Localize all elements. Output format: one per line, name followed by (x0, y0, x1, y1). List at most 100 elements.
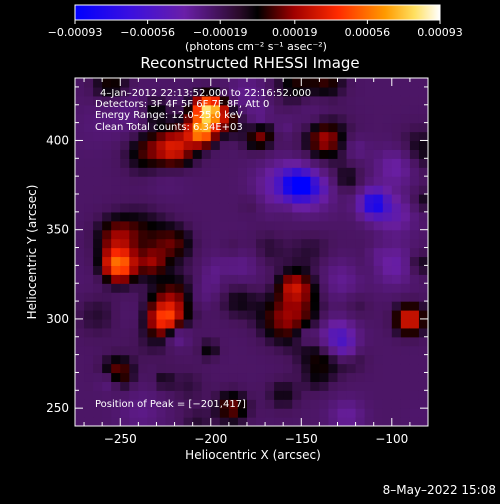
heatmap-cell (129, 104, 139, 115)
heatmap-cell (237, 310, 248, 320)
heatmap-cell (147, 417, 158, 426)
heatmap-cell (84, 86, 94, 97)
heatmap-cell (93, 78, 103, 88)
heatmap-cell (192, 265, 203, 275)
heatmap-cell (274, 131, 284, 142)
heatmap-cell (265, 220, 275, 231)
heatmap-cell (192, 417, 203, 426)
heatmap-cell (93, 158, 103, 168)
heatmap-cell (93, 363, 103, 374)
colorbar-units: (photons cm⁻² s⁻¹ asec⁻²) (185, 40, 327, 53)
heatmap-cell (228, 265, 239, 275)
heatmap-cell (120, 78, 130, 88)
heatmap-cell (346, 318, 357, 329)
heatmap-cell (120, 167, 130, 177)
heatmap-cell (283, 417, 293, 426)
heatmap-cell (391, 354, 402, 365)
heatmap-cell (111, 113, 121, 124)
heatmap-cell (265, 202, 275, 213)
heatmap-cell (147, 78, 158, 88)
heatmap-cell (201, 318, 212, 329)
heatmap-cell (373, 131, 384, 142)
heatmap-cell (165, 238, 176, 249)
heatmap-cell (246, 354, 257, 365)
heatmap-cell (219, 363, 230, 374)
x-axis-label: Heliocentric X (arcsec) (185, 448, 321, 462)
heatmap-cell (192, 372, 203, 382)
heatmap-cell (165, 354, 176, 365)
heatmap-cell (219, 345, 230, 356)
heatmap-cell (84, 256, 94, 266)
heatmap-cell (256, 310, 266, 320)
heatmap-cell (210, 399, 221, 409)
heatmap-cell (400, 158, 411, 168)
heatmap-cell (147, 310, 158, 320)
heatmap-cell (265, 390, 275, 400)
heatmap-cell (210, 372, 221, 382)
heatmap-cell (192, 274, 203, 284)
heatmap-cell (409, 256, 420, 266)
heatmap-cell (400, 390, 411, 400)
heatmap-cell (328, 363, 339, 374)
heatmap-cell (373, 140, 384, 150)
heatmap-cell (147, 372, 158, 382)
heatmap-cell (210, 194, 221, 204)
heatmap-cell (310, 211, 320, 222)
heatmap-cell (183, 372, 194, 382)
heatmap-cell (219, 202, 230, 213)
heatmap-cell (246, 247, 257, 258)
heatmap-cell (391, 194, 402, 204)
heatmap-cell (310, 158, 320, 168)
heatmap-cell (147, 381, 158, 391)
heatmap-cell (111, 167, 121, 177)
heatmap-cell (84, 78, 94, 88)
heatmap-cell (400, 229, 411, 240)
heatmap-cell (147, 104, 158, 115)
heatmap-cell (165, 104, 176, 115)
heatmap-cell (192, 185, 203, 195)
heatmap-cell (165, 113, 176, 124)
heatmap-cell (274, 229, 284, 240)
heatmap-cell (391, 318, 402, 329)
heatmap-cell (129, 229, 139, 240)
heatmap-cell (355, 336, 366, 347)
heatmap-cell (93, 113, 103, 124)
heatmap-cell (391, 238, 402, 249)
heatmap-cell (292, 113, 302, 124)
heatmap-cell (328, 86, 339, 97)
heatmap-cell (156, 372, 167, 382)
heatmap-cell (102, 336, 112, 347)
heatmap-cell (210, 283, 221, 293)
heatmap-cell (256, 301, 266, 311)
heatmap-cell (319, 220, 330, 231)
heatmap-cell (256, 220, 266, 231)
heatmap-cell (373, 211, 384, 222)
heatmap-cell (382, 408, 393, 418)
heatmap-cell (409, 381, 420, 391)
heatmap-cell (147, 301, 158, 311)
heatmap-cell (400, 167, 411, 177)
heatmap-cell (373, 176, 384, 186)
heatmap-cell (210, 104, 221, 115)
heatmap-cell (364, 327, 375, 338)
heatmap-cell (364, 131, 375, 142)
heatmap-cell (319, 202, 330, 213)
heatmap-cell (210, 86, 221, 97)
heatmap-cell (147, 354, 158, 365)
heatmap-cell (337, 220, 348, 231)
heatmap-cell (292, 220, 302, 231)
heatmap-cell (237, 167, 248, 177)
heatmap-cell (319, 417, 330, 426)
heatmap-cell (391, 399, 402, 409)
heatmap-cell (346, 78, 357, 88)
heatmap-cell (120, 354, 130, 365)
footer-date: 8–May–2022 15:08 (383, 483, 496, 497)
heatmap-cell (292, 408, 302, 418)
heatmap-cell (246, 390, 257, 400)
heatmap-cell (274, 390, 284, 400)
colorbar-ticks: −0.00093 −0.00056 −0.00019 0.00019 0.00056 0.… (48, 20, 463, 39)
heatmap-cell (274, 167, 284, 177)
heatmap-cell (219, 274, 230, 284)
heatmap-cell (400, 372, 411, 382)
heatmap-cell (418, 318, 428, 329)
